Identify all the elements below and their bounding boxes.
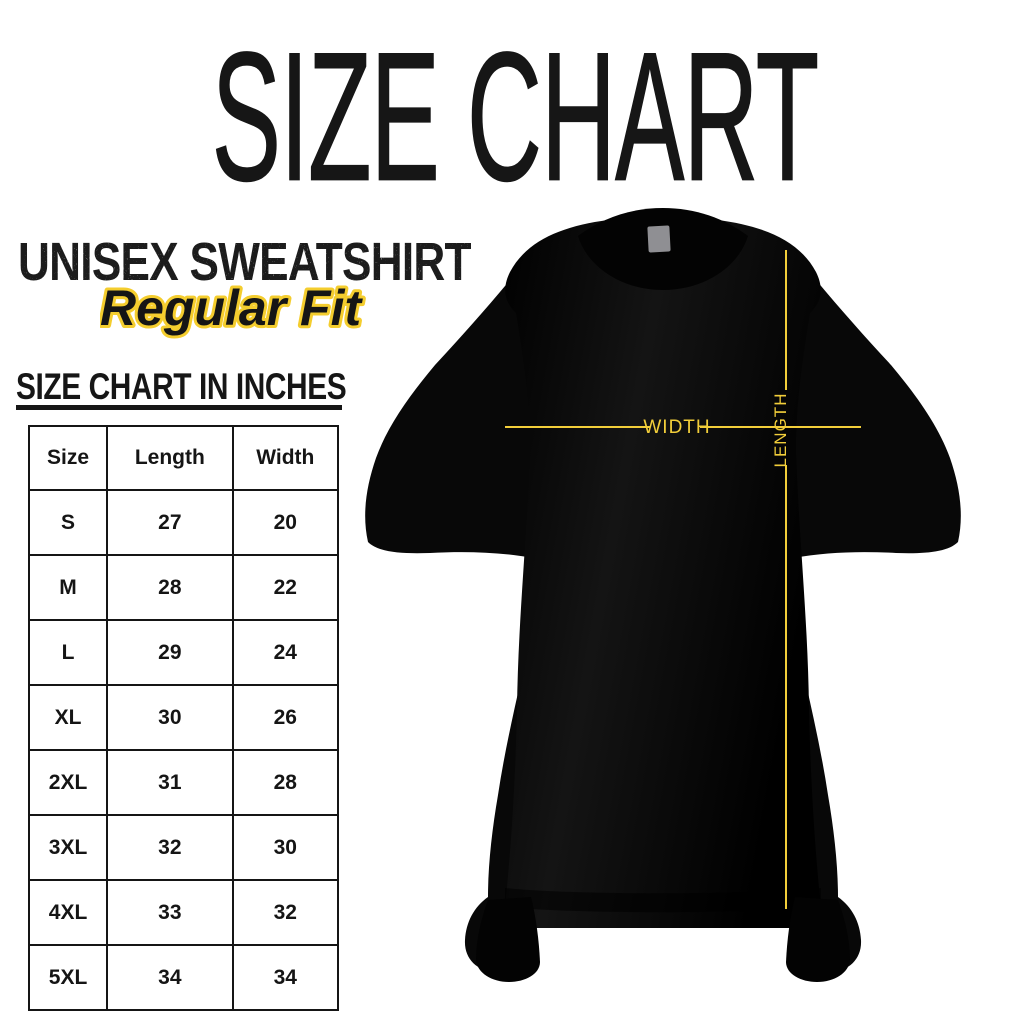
svg-text:LENGTH: LENGTH [771,393,790,468]
svg-text:SIZE CHART IN INCHES: SIZE CHART IN INCHES [16,366,346,408]
svg-text:Regular Fit: Regular Fit [100,280,363,336]
svg-text:WIDTH: WIDTH [643,417,710,438]
